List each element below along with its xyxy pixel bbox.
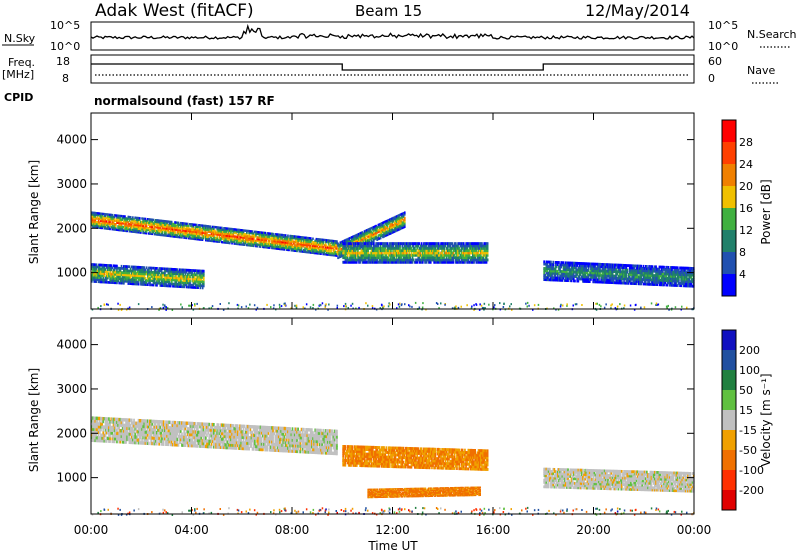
freq-label-line2: [MHz] (2, 68, 34, 81)
freq-panel-frame (91, 55, 694, 83)
search-label: N.Search (747, 28, 797, 41)
nave-top-tick: 60 (708, 55, 722, 68)
sky-left-bottom-tick: 10^0 (50, 40, 80, 53)
sky-panel: N.Sky 10^5 10^0 10^5 10^0 N.Search (2, 19, 797, 53)
freq-panel: Freq. [MHz] 18 8 60 0 Nave CPID normalso… (2, 55, 780, 108)
power-cell (203, 270, 205, 273)
power-cell (139, 217, 141, 219)
power-cell (312, 238, 314, 240)
power-cell (487, 259, 489, 262)
power-cell (574, 280, 576, 283)
beam-title: Beam 15 (355, 2, 422, 20)
freq-bottom-tick: 8 (62, 72, 69, 85)
freq-top-tick: 18 (56, 55, 70, 68)
power-cell (404, 211, 406, 213)
power-cell (627, 269, 629, 272)
power-cell (336, 240, 338, 242)
station-title: Adak West (fitACF) (95, 1, 254, 21)
cpid-label: CPID (4, 91, 33, 104)
date-title: 12/May/2014 (585, 1, 690, 20)
power-cell (404, 217, 406, 219)
power-cell (552, 261, 554, 264)
nave-bottom-tick: 0 (708, 72, 715, 85)
sky-right-top-tick: 10^5 (708, 19, 738, 32)
program-label: normalsound (fast) 157 RF (94, 94, 275, 108)
power-cell (350, 242, 352, 245)
nave-label: Nave (747, 64, 775, 77)
sky-right-bottom-tick: 10^0 (708, 40, 738, 53)
power-cell (287, 235, 289, 237)
sky-label: N.Sky (4, 32, 36, 45)
sky-left-top-tick: 10^5 (50, 19, 80, 32)
power-cell (487, 242, 489, 245)
